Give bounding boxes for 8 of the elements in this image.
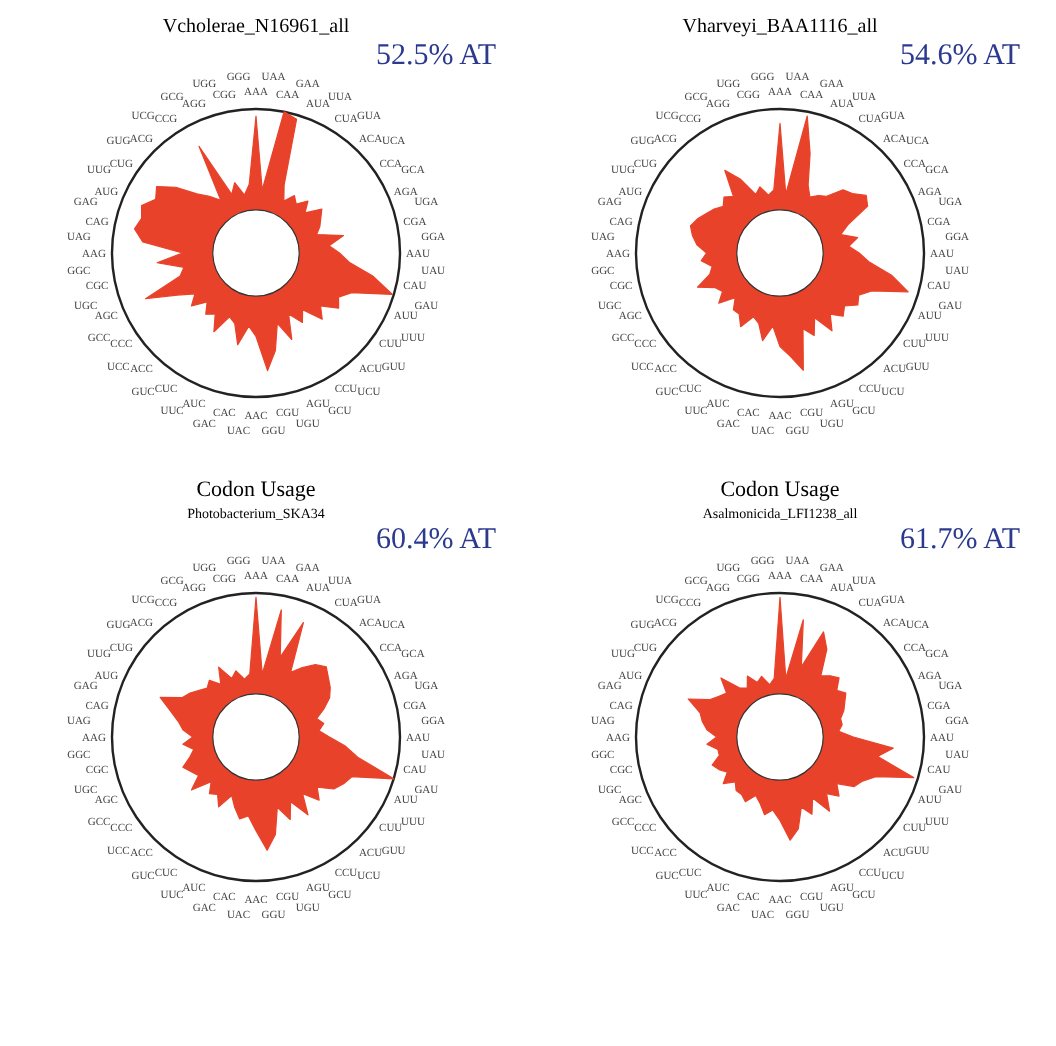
chart-title: Vharveyi_BAA1116_all — [682, 16, 879, 38]
chart-title: Codon Usage — [196, 478, 316, 502]
chart-title: Vcholerae_N16961_all — [162, 16, 350, 38]
text: 54.6% AT — [900, 40, 1020, 72]
chart-title: Codon Usage — [720, 478, 840, 502]
text: 61.7% AT — [900, 524, 1020, 556]
text: 60.4% AT — [376, 524, 496, 556]
text: 52.5% AT — [376, 40, 496, 72]
